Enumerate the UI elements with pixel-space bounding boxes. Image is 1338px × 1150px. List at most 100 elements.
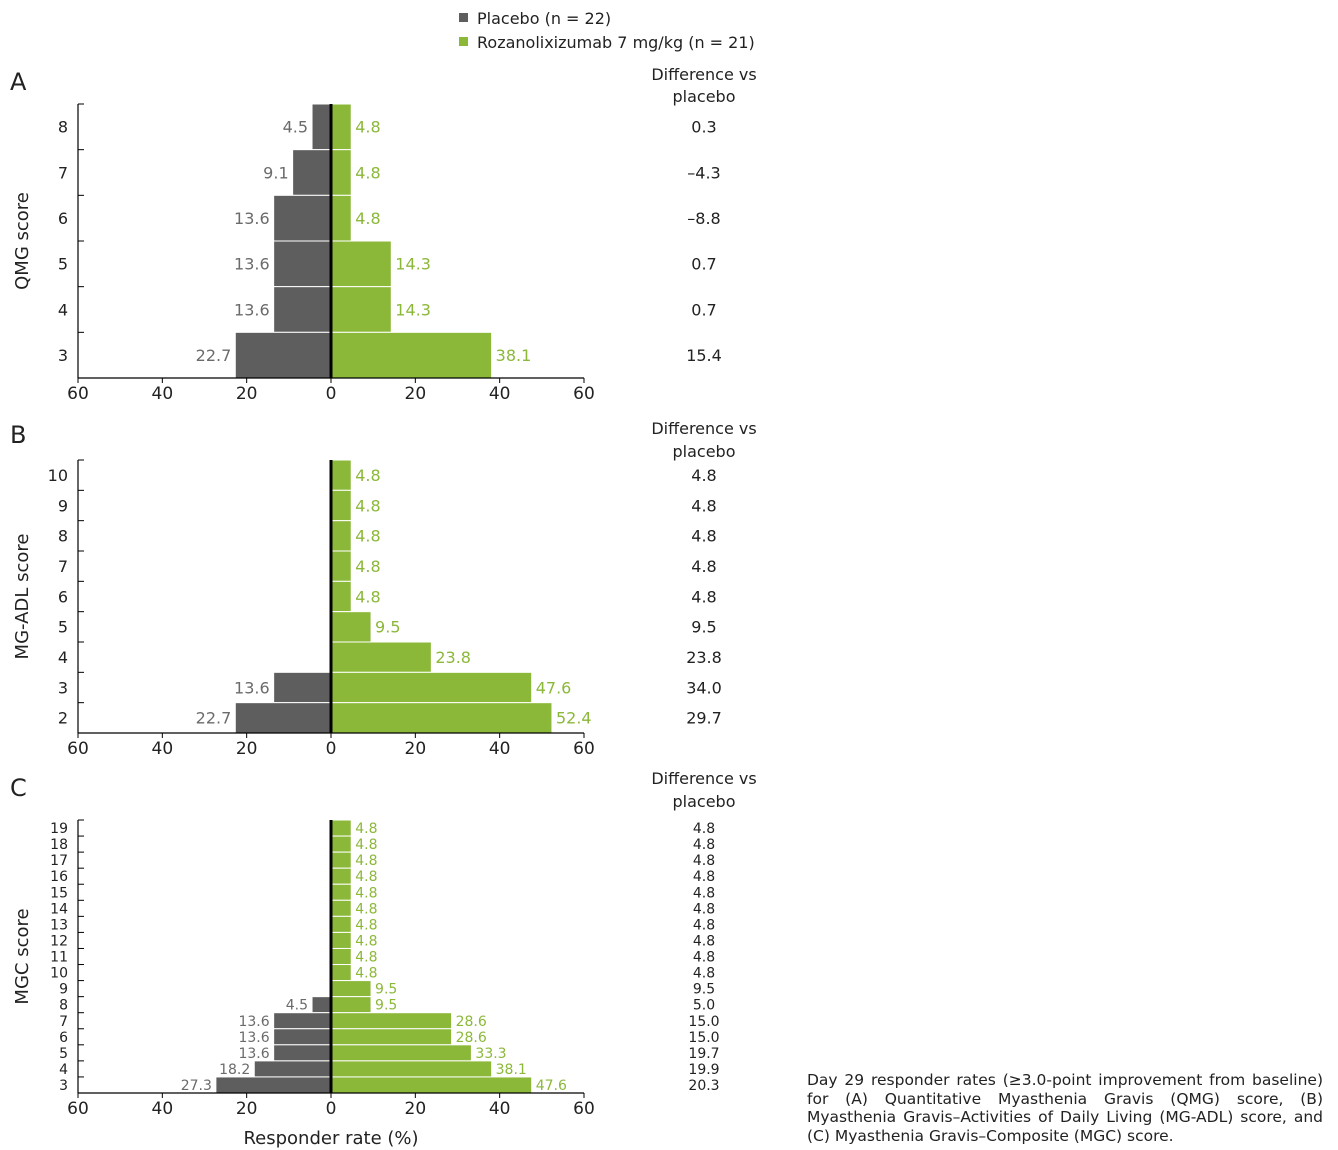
x-tick-label: 20 bbox=[236, 739, 258, 759]
difference-value: 4.8 bbox=[693, 885, 715, 901]
bar-placebo bbox=[273, 286, 332, 333]
bar-rozanolixizumab bbox=[330, 194, 352, 242]
category-label: 6 bbox=[59, 1030, 68, 1046]
value-label-rozanolixizumab: 4.8 bbox=[355, 557, 380, 576]
difference-value: 9.5 bbox=[691, 618, 716, 637]
category-label: 16 bbox=[50, 869, 68, 885]
value-label-rozanolixizumab: 4.8 bbox=[355, 118, 380, 137]
value-label-rozanolixizumab: 9.5 bbox=[375, 618, 400, 637]
difference-value: 4.8 bbox=[693, 950, 715, 966]
value-label-rozanolixizumab: 4.8 bbox=[355, 496, 380, 515]
difference-value: 15.0 bbox=[688, 1014, 719, 1030]
value-label-rozanolixizumab: 4.8 bbox=[355, 527, 380, 546]
difference-value: 23.8 bbox=[686, 648, 722, 667]
bar-rozanolixizumab bbox=[330, 671, 533, 704]
difference-value: 19.9 bbox=[688, 1062, 719, 1078]
panel-a: A Difference vs placebo QMG score 4.5 4.8 8 0.3… bbox=[10, 65, 757, 404]
bar-placebo bbox=[273, 1044, 332, 1062]
difference-value: –8.8 bbox=[687, 209, 720, 228]
value-label-rozanolixizumab: 9.5 bbox=[375, 998, 397, 1014]
value-label-rozanolixizumab: 4.8 bbox=[355, 853, 377, 869]
bar-rozanolixizumab bbox=[330, 996, 372, 1014]
value-label-rozanolixizumab: 4.8 bbox=[355, 869, 377, 885]
value-label-placebo: 27.3 bbox=[181, 1078, 212, 1094]
panel-letter: A bbox=[10, 68, 27, 96]
difference-value: 0.7 bbox=[691, 300, 716, 319]
bar-placebo bbox=[273, 194, 332, 242]
bar-rozanolixizumab bbox=[330, 1044, 472, 1062]
difference-value: 4.8 bbox=[691, 496, 716, 515]
value-label-placebo: 13.6 bbox=[238, 1014, 269, 1030]
value-label-rozanolixizumab: 23.8 bbox=[435, 648, 471, 667]
bar-rozanolixizumab bbox=[330, 947, 352, 966]
bar-placebo bbox=[273, 240, 332, 288]
bar-rozanolixizumab bbox=[330, 286, 392, 333]
difference-value: 0.3 bbox=[691, 118, 716, 137]
x-tick-label: 20 bbox=[405, 384, 427, 404]
category-label: 13 bbox=[50, 917, 68, 933]
bar-rozanolixizumab bbox=[330, 550, 352, 582]
bar-rozanolixizumab bbox=[330, 964, 352, 982]
bar-rozanolixizumab bbox=[330, 580, 352, 613]
category-label: 10 bbox=[48, 466, 68, 485]
value-label-placebo: 18.2 bbox=[219, 1062, 250, 1078]
x-tick-label: 0 bbox=[326, 739, 337, 759]
bar-rozanolixizumab bbox=[330, 489, 352, 522]
x-tick-label: 40 bbox=[489, 739, 511, 759]
category-label: 11 bbox=[50, 950, 68, 966]
category-label: 2 bbox=[58, 709, 68, 728]
value-label-placebo: 9.1 bbox=[263, 163, 288, 182]
legend: Placebo (n = 22) Rozanolixizumab 7 mg/kg… bbox=[459, 9, 755, 52]
x-tick-label: 0 bbox=[326, 1099, 337, 1119]
x-tick-label: 40 bbox=[489, 1099, 511, 1119]
bar-rozanolixizumab bbox=[330, 702, 553, 734]
figure-caption: Day 29 responder rates (≥3.0-point impro… bbox=[807, 1071, 1323, 1145]
difference-value: –4.3 bbox=[687, 163, 720, 182]
value-label-rozanolixizumab: 47.6 bbox=[536, 678, 572, 697]
difference-value: 34.0 bbox=[686, 678, 722, 697]
difference-value: 4.8 bbox=[693, 853, 715, 869]
value-label-placebo: 13.6 bbox=[238, 1046, 269, 1062]
difference-value: 15.0 bbox=[688, 1030, 719, 1046]
difference-value: 0.7 bbox=[691, 255, 716, 274]
x-tick-label: 0 bbox=[326, 384, 337, 404]
value-label-rozanolixizumab: 14.3 bbox=[395, 300, 431, 319]
y-axis-label: QMG score bbox=[12, 192, 33, 290]
difference-value: 4.8 bbox=[691, 466, 716, 485]
legend-swatch-placebo bbox=[459, 13, 468, 22]
bar-placebo bbox=[215, 1076, 332, 1094]
difference-value: 15.4 bbox=[686, 346, 722, 365]
value-label-placebo: 13.6 bbox=[238, 1030, 269, 1046]
category-label: 15 bbox=[50, 885, 68, 901]
x-tick-label: 20 bbox=[236, 1099, 258, 1119]
bar-rozanolixizumab bbox=[330, 1012, 453, 1030]
bar-rozanolixizumab bbox=[330, 149, 352, 196]
x-tick-label: 60 bbox=[573, 739, 595, 759]
category-label: 5 bbox=[58, 618, 68, 637]
bar-rozanolixizumab bbox=[330, 819, 352, 837]
value-label-rozanolixizumab: 38.1 bbox=[496, 1062, 527, 1078]
difference-value: 4.8 bbox=[693, 869, 715, 885]
x-tick-label: 60 bbox=[67, 739, 89, 759]
category-label: 9 bbox=[58, 496, 68, 515]
x-tick-label: 40 bbox=[152, 1099, 174, 1119]
x-tick-label: 40 bbox=[152, 384, 174, 404]
value-label-rozanolixizumab: 4.8 bbox=[355, 163, 380, 182]
category-label: 4 bbox=[58, 648, 68, 667]
x-tick-label: 20 bbox=[405, 1099, 427, 1119]
bar-rozanolixizumab bbox=[330, 980, 372, 998]
value-label-placebo: 4.5 bbox=[286, 998, 308, 1014]
bar-placebo bbox=[273, 1012, 332, 1030]
value-label-rozanolixizumab: 4.8 bbox=[355, 209, 380, 228]
bar-placebo bbox=[292, 149, 332, 196]
category-label: 18 bbox=[50, 837, 68, 853]
value-label-placebo: 22.7 bbox=[196, 346, 232, 365]
difference-header: Difference vs placebo bbox=[651, 65, 756, 106]
category-label: 3 bbox=[59, 1078, 68, 1094]
legend-swatch-rozanolixizumab bbox=[459, 37, 468, 46]
category-label: 7 bbox=[58, 163, 68, 182]
value-label-placebo: 13.6 bbox=[234, 300, 270, 319]
value-label-rozanolixizumab: 4.8 bbox=[355, 821, 377, 837]
bar-rozanolixizumab bbox=[330, 1060, 493, 1078]
bar-rozanolixizumab bbox=[330, 103, 352, 151]
